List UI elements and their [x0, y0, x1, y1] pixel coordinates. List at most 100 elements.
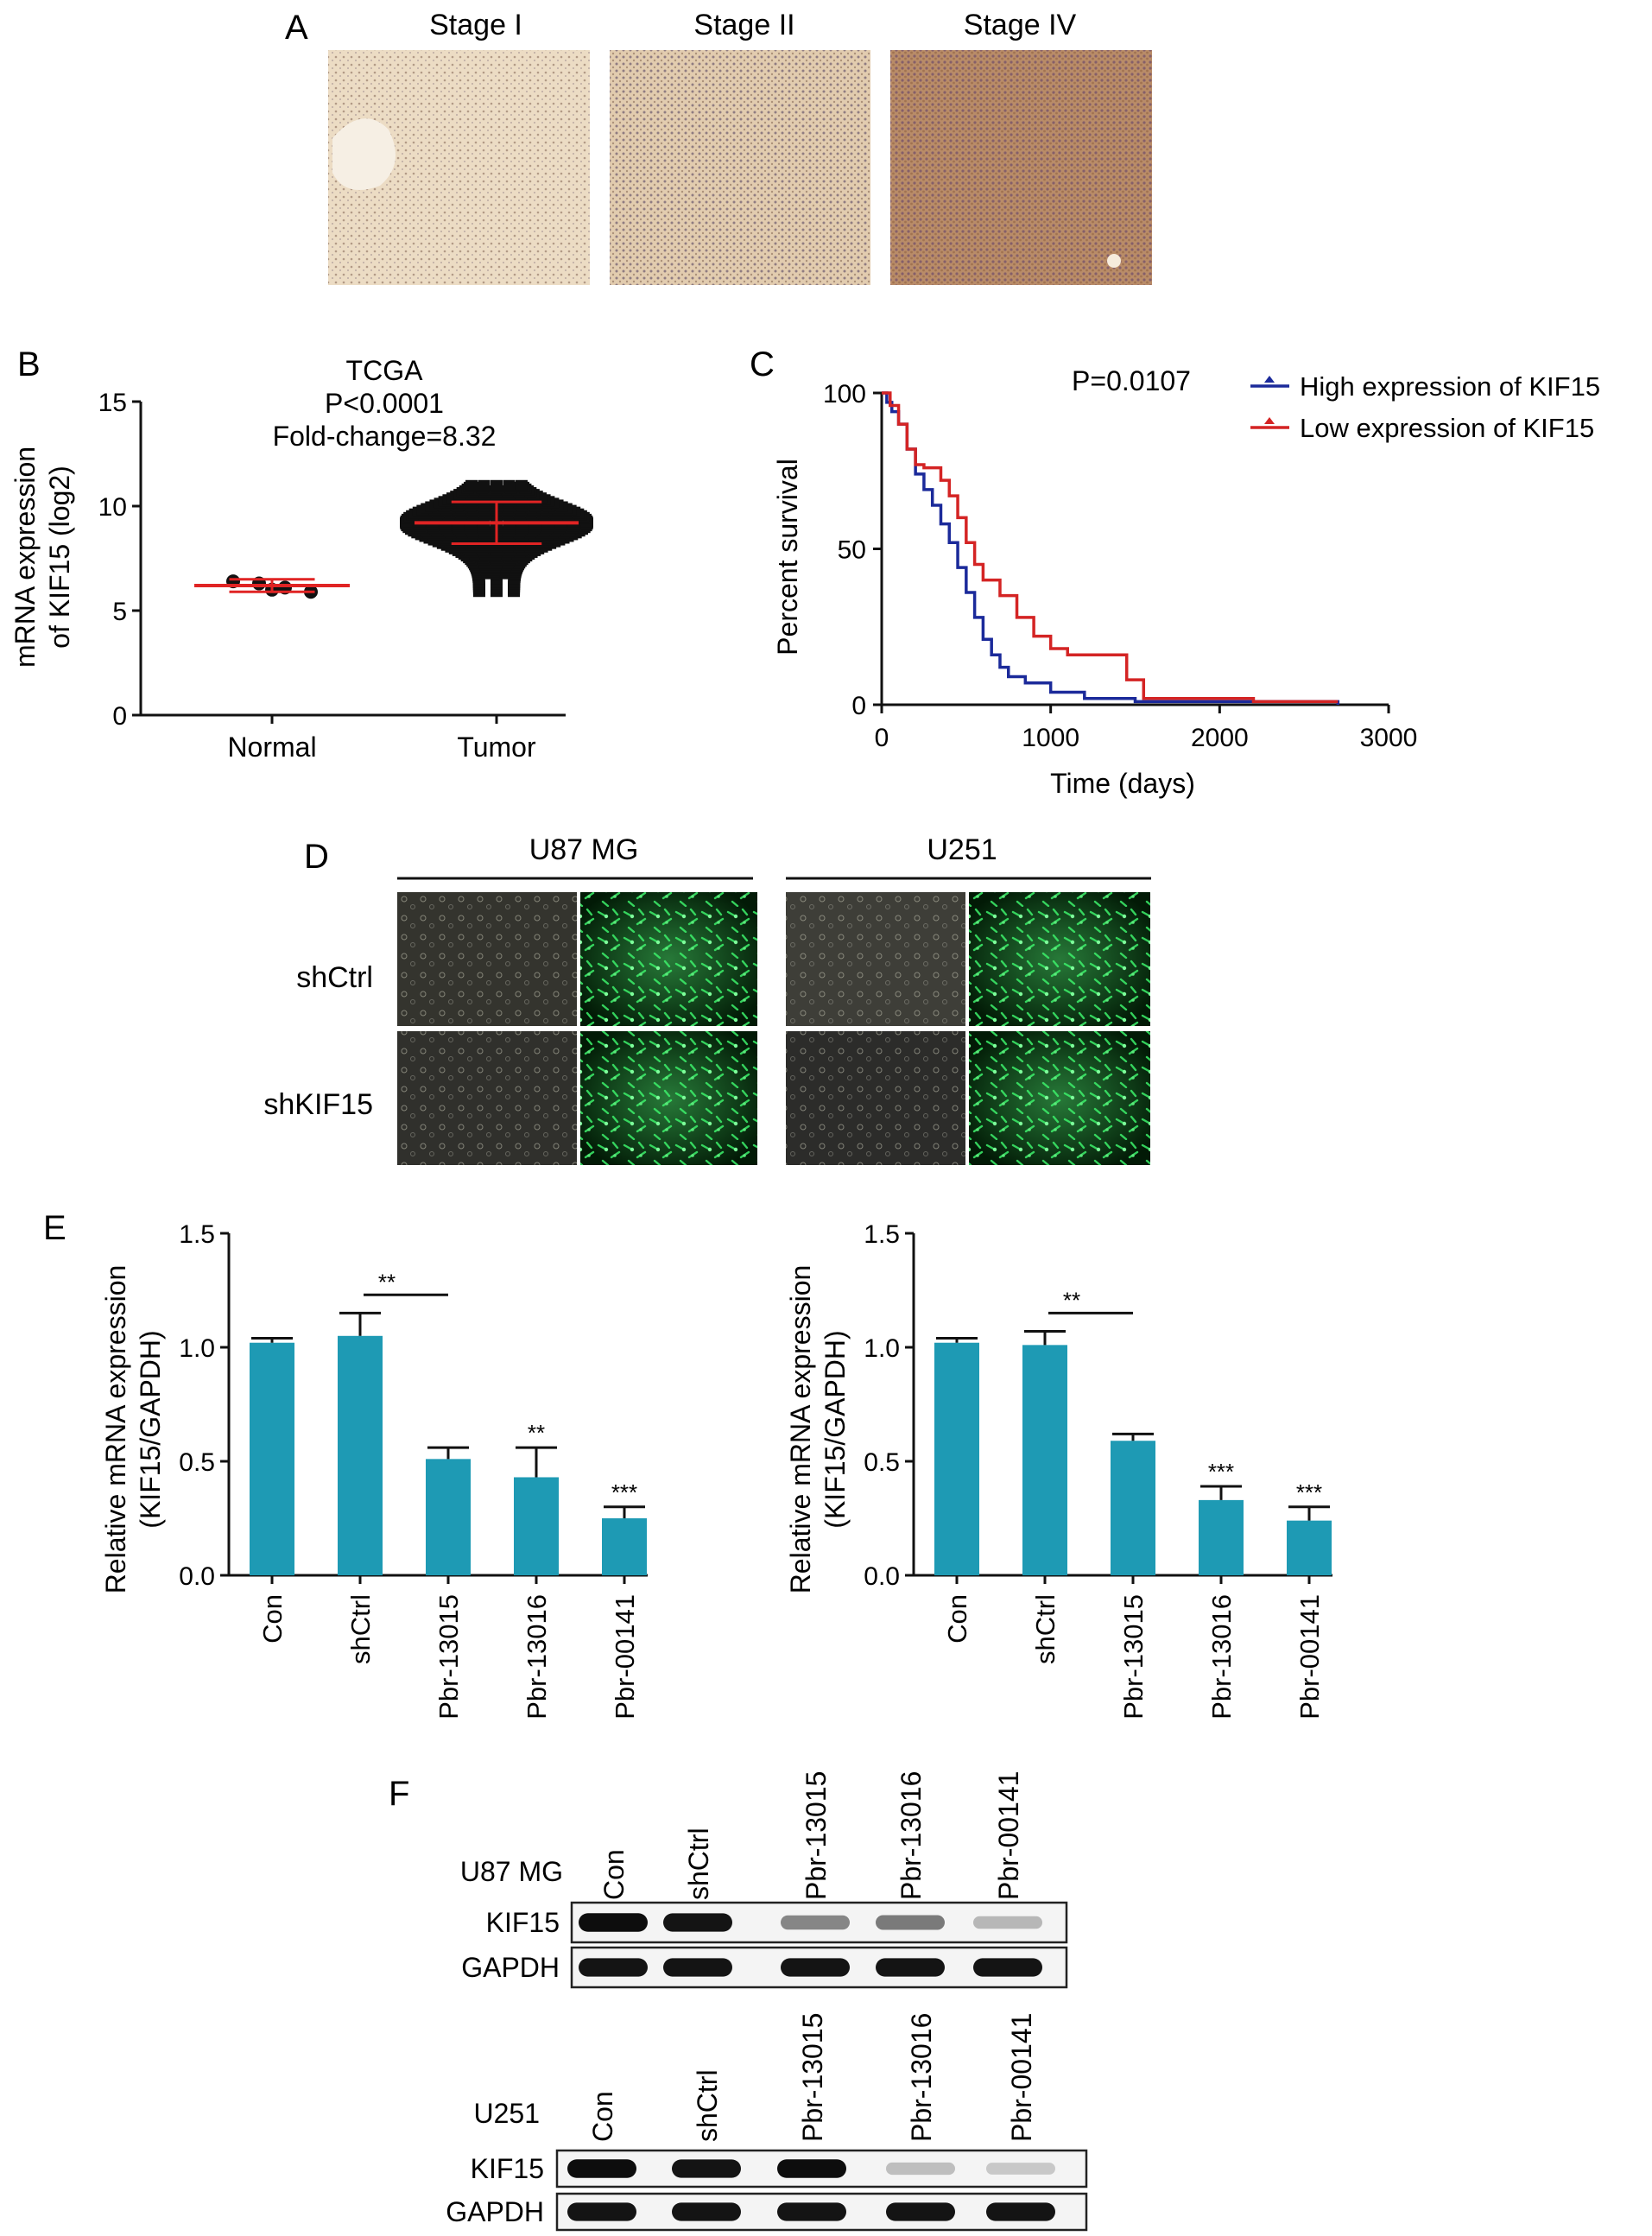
panel-f-u251-gapdh-label: GAPDH [446, 2196, 544, 2227]
panel-e-left-ytick-label: 1.0 [179, 1334, 215, 1363]
panel-e-left-bar [514, 1477, 559, 1575]
panel-f-u87-lane-label: Pbr-13015 [801, 1771, 832, 1900]
panel-d-images: D U87 MG U251 shCtrl shKIF15 [263, 833, 1151, 1165]
panel-e-right-bar [1287, 1520, 1332, 1575]
panel-f-u251-gapdh-band [672, 2202, 741, 2221]
panel-e-left-significance: *** [611, 1479, 637, 1505]
panel-e-right-significance: *** [1296, 1479, 1322, 1505]
panel-f-u87-gapdh-band [973, 1958, 1042, 1977]
panel-b-title-line2: P<0.0001 [325, 388, 444, 419]
panel-e-right-bar [934, 1342, 979, 1575]
stage-2-title: Stage II [693, 9, 794, 41]
panel-f-u87-kif15-band [579, 1913, 648, 1932]
panel-c-ylabel: Percent survival [772, 459, 803, 656]
panel-e-left-bar [250, 1342, 294, 1575]
panel-b-tumor-point [478, 479, 491, 491]
panel-c-xtick-label: 2000 [1191, 724, 1249, 752]
panel-f-u251-kif15-band [672, 2159, 741, 2178]
panel-label-c: C [750, 345, 775, 383]
panel-f-u251-lane-label: Pbr-00141 [1006, 2013, 1037, 2142]
panel-e-right-ytick-label: 1.0 [864, 1334, 900, 1363]
panel-b-ylabel-line2: of KIF15 (log2) [44, 466, 75, 649]
panel-e-left-xtick-label: Pbr-13015 [434, 1594, 464, 1720]
panel-label-b: B [17, 345, 41, 383]
panel-f-u87-gapdh-label: GAPDH [461, 1952, 560, 1983]
legend-swatch-marker [1264, 376, 1275, 383]
panel-label-f: F [389, 1775, 409, 1813]
panel-f-u251-lane-label: shCtrl [692, 2069, 723, 2142]
panel-c-xlabel: Time (days) [1050, 768, 1195, 799]
panel-c-survival: C P=0.0107 Percent survival Time (days) … [750, 345, 1600, 799]
panel-e-right-bracket-label: ** [1063, 1287, 1080, 1313]
panel-b-tumor-point [503, 479, 516, 491]
panel-e-bars: E Relative mRNA expression (KIF15/GAPDH)… [43, 1209, 1332, 1720]
panel-b-xtick-label: Normal [227, 732, 316, 763]
u87-shctrl-bright [397, 892, 577, 1026]
panel-f-u251-kif15-band [886, 2162, 955, 2176]
stage-4-title: Stage IV [964, 9, 1077, 41]
legend-label: Low expression of KIF15 [1300, 413, 1594, 443]
panel-e-right-ytick-label: 0.5 [864, 1448, 900, 1477]
panel-f-u87-lane-label: Pbr-00141 [993, 1771, 1024, 1900]
panel-f-u251-gapdh-band [886, 2202, 955, 2221]
panel-b-tumor-point [515, 479, 528, 491]
panel-b-title-line3: Fold-change=8.32 [273, 421, 497, 452]
panel-e-right-ylabel-line2: (KIF15/GAPDH) [820, 1330, 851, 1528]
panel-f-u251-lane-label: Pbr-13016 [906, 2013, 937, 2142]
panel-f-u87-gapdh-band [876, 1958, 945, 1977]
panel-e-left-xtick-label: shCtrl [345, 1594, 376, 1664]
panel-f-u87-gapdh-band [579, 1958, 648, 1977]
panel-e-right-xtick-label: Pbr-00141 [1294, 1594, 1325, 1720]
panel-b-ytick-label: 0 [112, 702, 127, 731]
panel-f-u251-gapdh-band [986, 2202, 1055, 2221]
panel-f-u87-lane-label: shCtrl [683, 1827, 714, 1900]
panel-c-high-curve [882, 391, 1340, 705]
panel-f-u251-lane-label: Con [587, 2091, 618, 2142]
panel-f-u251-kif15-label: KIF15 [471, 2153, 544, 2184]
panel-b-xtick-label: Tumor [457, 732, 536, 763]
panel-e-left-bar [338, 1335, 383, 1575]
u251-shkif15-gfp [969, 1031, 1150, 1165]
panel-e-right-xtick-label: shCtrl [1030, 1594, 1060, 1664]
panel-d-row-shkif15: shKIF15 [263, 1088, 373, 1121]
panel-f-u87-cell-line: U87 MG [460, 1856, 563, 1887]
panel-f-u251-cell-line: U251 [474, 2098, 541, 2129]
panel-f-u87-gapdh-band [663, 1958, 732, 1977]
panel-f-u251-kif15-band [777, 2159, 846, 2178]
panel-c-low-curve [882, 391, 1339, 704]
panel-f-u251-gapdh-band [777, 2202, 846, 2221]
panel-e-left-bracket-label: ** [378, 1269, 396, 1295]
panel-e-right-bar [1199, 1499, 1244, 1575]
panel-e-right-ytick-label: 0.0 [864, 1562, 900, 1591]
legend-swatch-marker [1264, 417, 1275, 424]
panel-e-left-xtick-label: Con [257, 1594, 288, 1644]
panel-f-u87-lane-label: Con [598, 1849, 630, 1900]
panel-c-xtick-label: 1000 [1022, 724, 1079, 752]
panel-c-pvalue: P=0.0107 [1072, 365, 1191, 396]
panel-c-ytick-label: 0 [851, 692, 866, 720]
panel-f-u87-kif15-band [781, 1915, 850, 1930]
panel-b-tumor-point [465, 479, 478, 491]
panel-e-right-significance: *** [1208, 1459, 1234, 1485]
stage-2-image [610, 50, 870, 285]
panel-e-right-xtick-label: Pbr-13016 [1206, 1594, 1237, 1720]
panel-label-a: A [285, 9, 308, 47]
panel-c-xtick-label: 0 [875, 724, 889, 752]
panel-e-right-ytick-label: 1.5 [864, 1220, 900, 1249]
panel-e-right-bar [1022, 1345, 1067, 1575]
panel-b-ytick-label: 15 [98, 389, 127, 417]
panel-e-left-ylabel-line1: Relative mRNA expression [100, 1265, 131, 1594]
panel-d-col-u251: U251 [927, 833, 997, 866]
panel-e-left-ytick-label: 0.5 [179, 1448, 215, 1477]
panel-e-left-bar [602, 1518, 647, 1575]
panel-f-u251-gapdh-band [567, 2202, 636, 2221]
panel-e-left-bar [426, 1459, 471, 1575]
panel-b-ytick-label: 10 [98, 493, 127, 522]
panel-b-tumor-point [491, 479, 503, 491]
panel-e-left-ytick-label: 1.5 [179, 1220, 215, 1249]
u87-shkif15-gfp [580, 1031, 757, 1165]
legend-label: High expression of KIF15 [1300, 371, 1600, 402]
panel-b-scatter: B TCGA P<0.0001 Fold-change=8.32 mRNA ex… [9, 345, 593, 763]
u87-shctrl-gfp [580, 892, 757, 1026]
panel-e-left-xtick-label: Pbr-00141 [610, 1594, 640, 1720]
